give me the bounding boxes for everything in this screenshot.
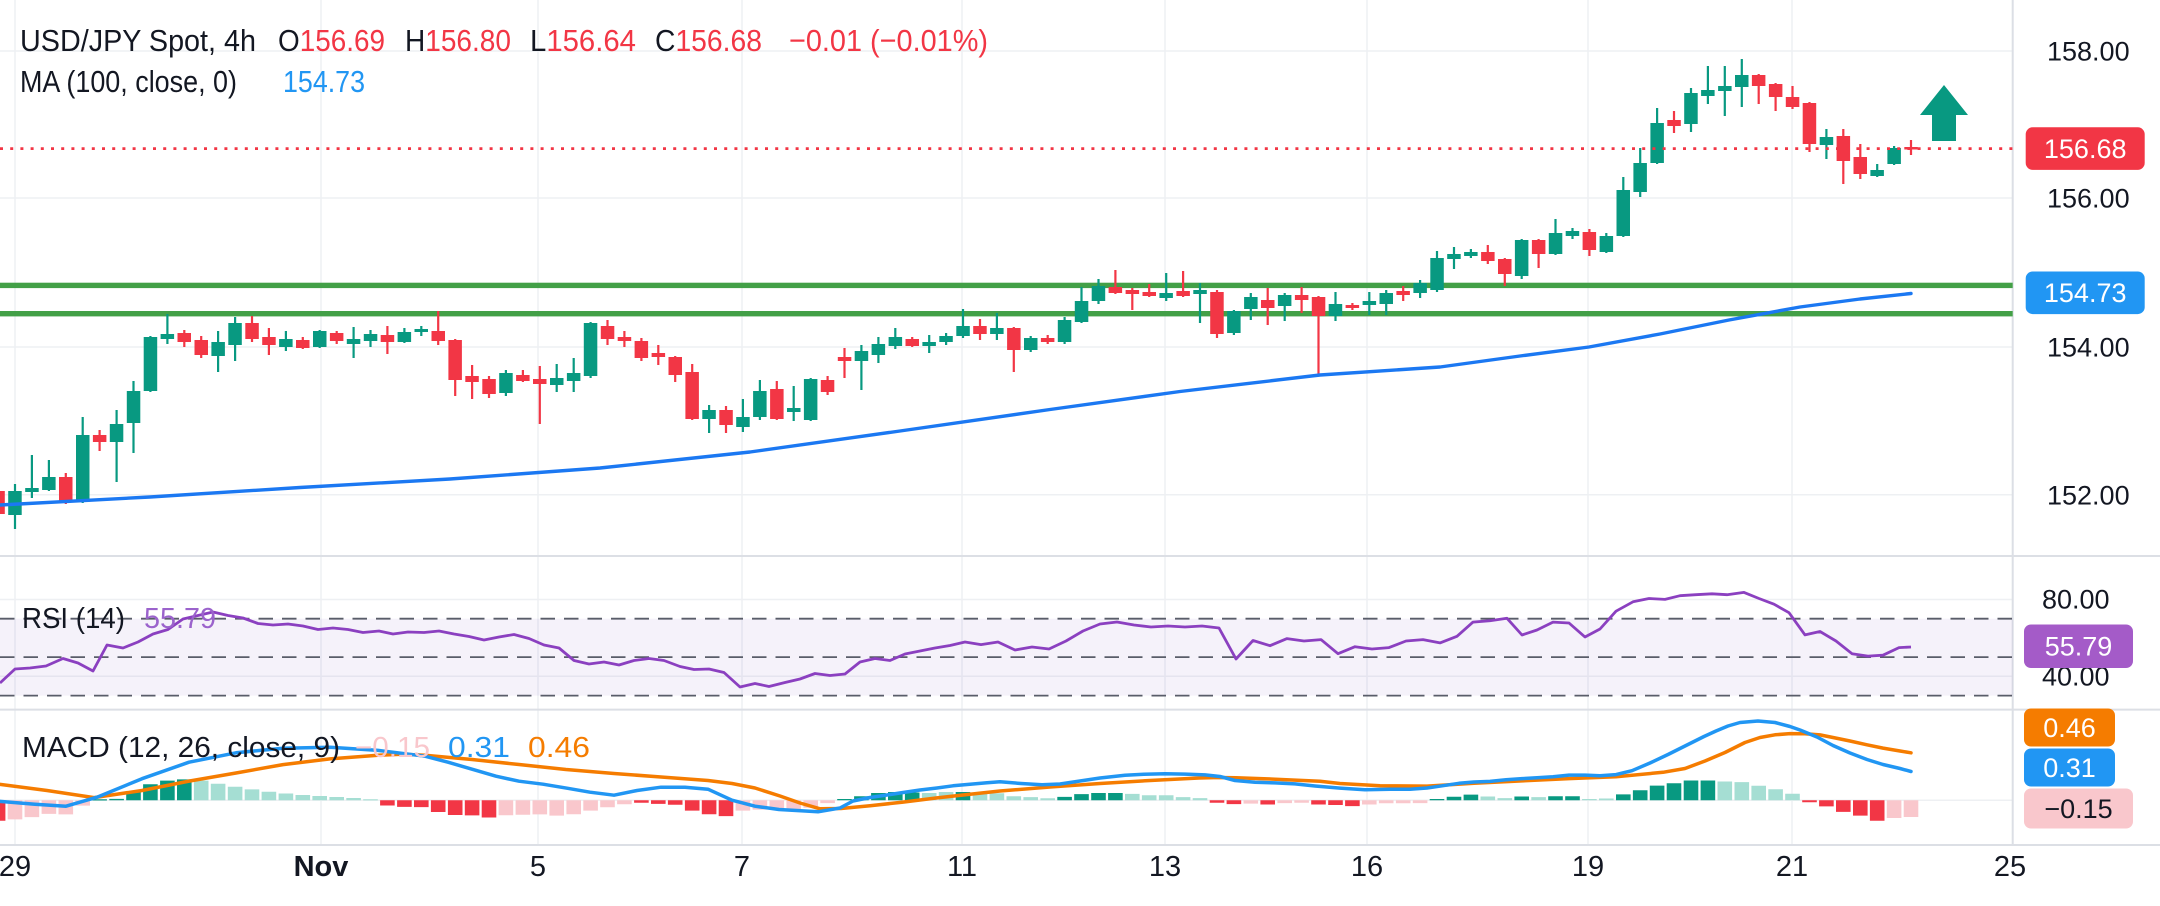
svg-text:USD/JPY Spot, 4h: USD/JPY Spot, 4h [20,23,256,58]
svg-text:0.31: 0.31 [2043,753,2096,783]
svg-text:154.00: 154.00 [2047,333,2130,363]
svg-text:L156.64: L156.64 [530,23,636,58]
svg-text:−0.01 (−0.01%): −0.01 (−0.01%) [789,23,988,58]
svg-text:156.68: 156.68 [2044,134,2127,164]
svg-text:156.00: 156.00 [2047,184,2130,214]
svg-text:0.46: 0.46 [2043,713,2096,743]
svg-text:RSI (14): RSI (14) [22,603,125,635]
svg-text:13: 13 [1149,851,1181,883]
svg-text:158.00: 158.00 [2047,37,2130,67]
svg-text:11: 11 [947,851,977,883]
svg-text:25: 25 [1994,851,2026,883]
svg-text:16: 16 [1351,851,1383,883]
svg-text:−0.15: −0.15 [2044,794,2112,824]
svg-text:MACD (12, 26, close, 9): MACD (12, 26, close, 9) [22,732,340,764]
svg-text:0.31: 0.31 [448,732,510,764]
svg-text:80.00: 80.00 [2042,585,2110,615]
svg-text:154.73: 154.73 [283,64,365,99]
svg-text:19: 19 [1572,851,1604,883]
svg-text:−0.15: −0.15 [355,732,430,764]
svg-text:H156.80: H156.80 [405,23,511,58]
svg-text:7: 7 [734,851,750,883]
svg-text:55.79: 55.79 [2045,632,2113,662]
svg-text:0.46: 0.46 [528,732,590,764]
svg-text:Nov: Nov [294,851,349,883]
svg-text:21: 21 [1776,851,1808,883]
svg-text:55.79: 55.79 [144,603,216,635]
svg-text:152.00: 152.00 [2047,480,2130,510]
svg-text:MA (100, close, 0): MA (100, close, 0) [20,64,237,99]
svg-text:O156.69: O156.69 [278,23,385,58]
svg-text:154.73: 154.73 [2044,278,2127,308]
svg-text:5: 5 [530,851,546,883]
svg-text:C156.68: C156.68 [655,23,762,58]
svg-text:29: 29 [0,851,31,883]
